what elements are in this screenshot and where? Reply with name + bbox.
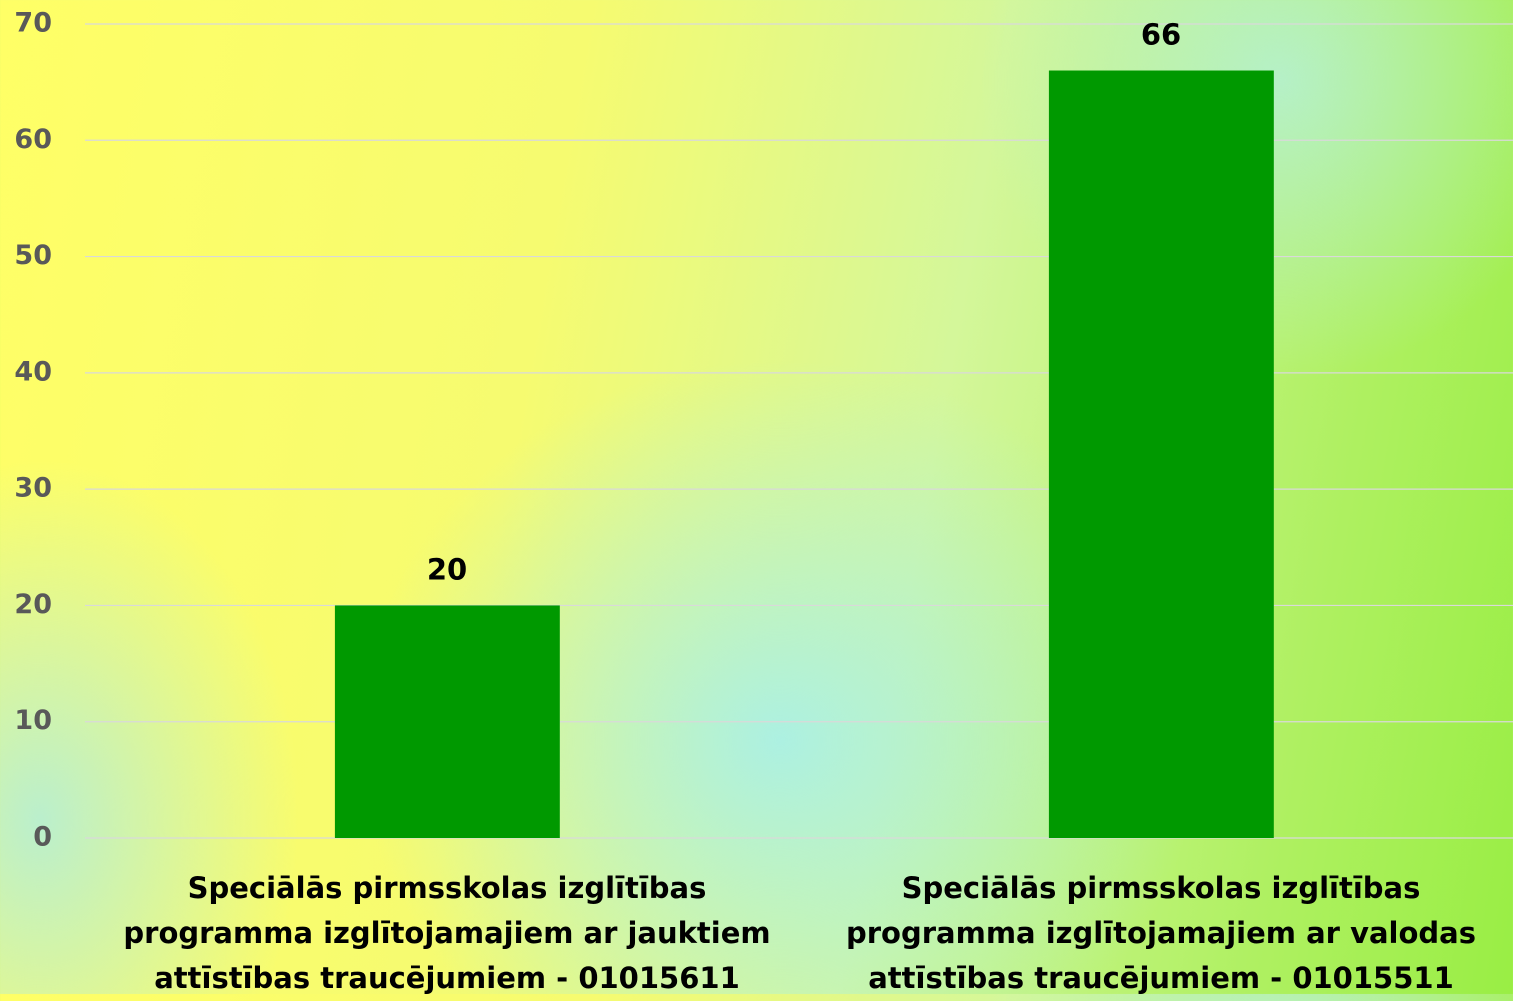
y-tick-label: 20 xyxy=(14,589,52,620)
data-label: 66 xyxy=(1141,18,1181,52)
y-tick-label: 0 xyxy=(33,822,52,853)
bar xyxy=(1048,70,1274,838)
data-label: 20 xyxy=(427,552,467,586)
bar xyxy=(334,605,560,838)
y-tick-label: 50 xyxy=(14,240,52,271)
y-tick-label: 70 xyxy=(14,8,52,39)
y-tick-label: 30 xyxy=(14,473,52,504)
x-tick-label: Speciālās pirmsskolas izglītības program… xyxy=(845,871,1476,995)
x-tick-label: Speciālās pirmsskolas izglītības program… xyxy=(123,871,771,995)
y-tick-label: 60 xyxy=(14,124,52,155)
y-tick-label: 40 xyxy=(14,356,52,387)
y-tick-label: 10 xyxy=(14,705,52,736)
